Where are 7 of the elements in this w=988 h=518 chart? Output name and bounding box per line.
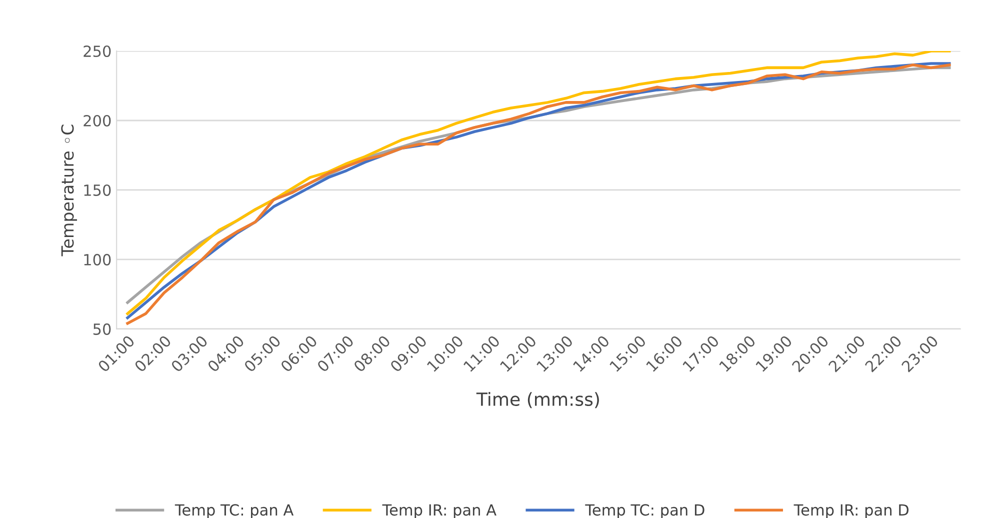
y-tick-label: 100 bbox=[84, 254, 111, 266]
y-tick-label: 150 bbox=[84, 184, 111, 196]
y-tick-label: 50 bbox=[93, 323, 111, 335]
y-tick-label: 200 bbox=[84, 114, 111, 127]
y-axis-title: Temperature ◦C bbox=[61, 124, 78, 256]
y-tick-label: 250 bbox=[84, 45, 111, 58]
x-axis-title: Time (mm:ss) bbox=[476, 392, 599, 408]
